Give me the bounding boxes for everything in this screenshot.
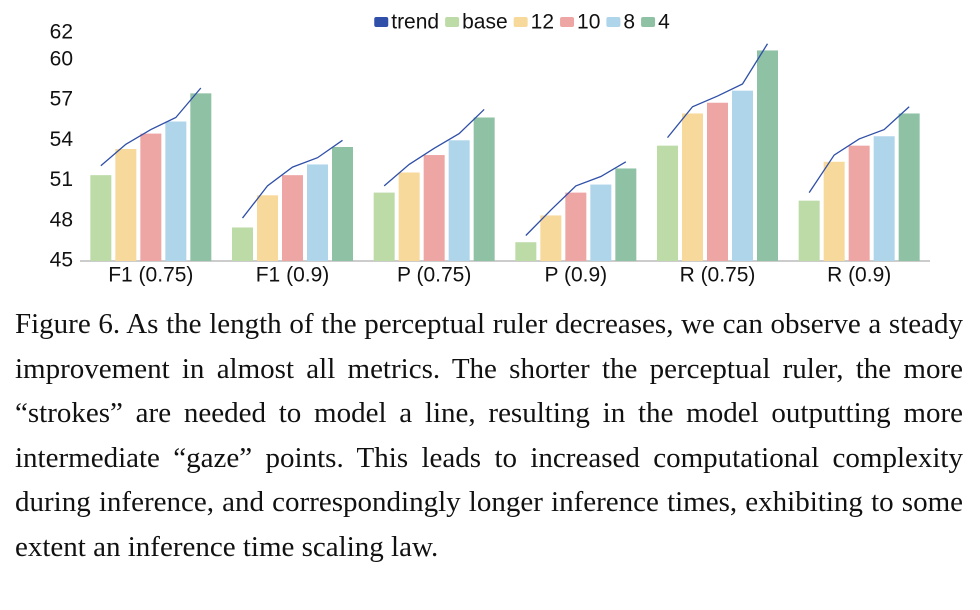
x-tick-label: P (0.75) — [397, 264, 471, 287]
bar — [165, 121, 187, 262]
bar — [90, 175, 112, 261]
bar — [540, 215, 562, 261]
trend-line — [666, 43, 769, 139]
chart: 45 48 51 54 57 60 62 F1 (0.75) F1 (0.9) P (0.75) P… — [50, 11, 930, 287]
bar — [898, 113, 920, 262]
legend-swatch — [641, 17, 656, 27]
trend-line — [100, 87, 202, 167]
bar — [448, 140, 470, 261]
bar — [115, 149, 137, 261]
bar — [798, 200, 820, 261]
legend-swatch — [560, 17, 575, 27]
legend-label: 8 — [623, 11, 635, 34]
trend-line — [241, 139, 343, 219]
bar — [257, 195, 278, 261]
x-tick-label: P (0.9) — [545, 264, 608, 287]
bar — [615, 168, 637, 261]
y-tick-label: 51 — [50, 168, 73, 191]
x-tick-label: R (0.75) — [680, 264, 756, 287]
bar — [307, 164, 328, 261]
bar — [373, 192, 395, 261]
bar — [732, 90, 753, 261]
bar — [848, 145, 870, 261]
bar — [140, 133, 162, 261]
bar — [873, 136, 895, 261]
bar — [473, 117, 495, 262]
bar — [282, 175, 303, 261]
legend-swatch — [513, 17, 528, 27]
caption: Figure 6. As the length of the perceptua… — [15, 308, 963, 563]
legend-label: trend — [391, 11, 439, 34]
bar — [515, 242, 537, 261]
y-tick-label: 45 — [50, 249, 73, 272]
legend-label: 10 — [577, 11, 600, 34]
y-tick-label: 48 — [50, 208, 73, 231]
y-tick-label: 60 — [50, 47, 73, 70]
bar — [332, 147, 353, 261]
bar — [682, 113, 703, 262]
trend-line — [525, 161, 627, 236]
bar — [657, 145, 678, 261]
legend-label: base — [462, 11, 508, 34]
bar — [565, 192, 587, 261]
bar — [823, 161, 845, 261]
legend-label: 4 — [658, 11, 670, 34]
y-tick-label: 57 — [50, 88, 73, 111]
legend-swatch — [445, 17, 460, 27]
x-tick-label: F1 (0.9) — [256, 264, 330, 287]
bar — [707, 102, 728, 261]
bar — [757, 50, 778, 261]
bar — [190, 93, 212, 262]
x-tick-label: R (0.9) — [827, 264, 891, 287]
y-tick-label: 62 — [50, 21, 73, 44]
x-tick-label: F1 (0.75) — [108, 264, 193, 287]
trend-line — [808, 106, 910, 193]
y-tick-label: 54 — [50, 128, 74, 151]
bar — [398, 172, 420, 261]
trend-line — [383, 108, 485, 187]
legend-swatch — [606, 17, 621, 27]
bar — [232, 227, 253, 261]
bar — [590, 184, 612, 261]
bar — [423, 155, 445, 261]
legend-label: 12 — [531, 11, 554, 34]
legend-swatch — [374, 17, 389, 27]
